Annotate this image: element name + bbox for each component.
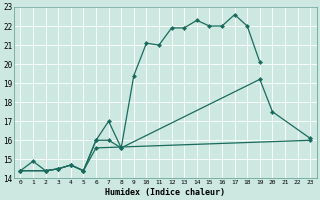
X-axis label: Humidex (Indice chaleur): Humidex (Indice chaleur) [105,188,225,197]
